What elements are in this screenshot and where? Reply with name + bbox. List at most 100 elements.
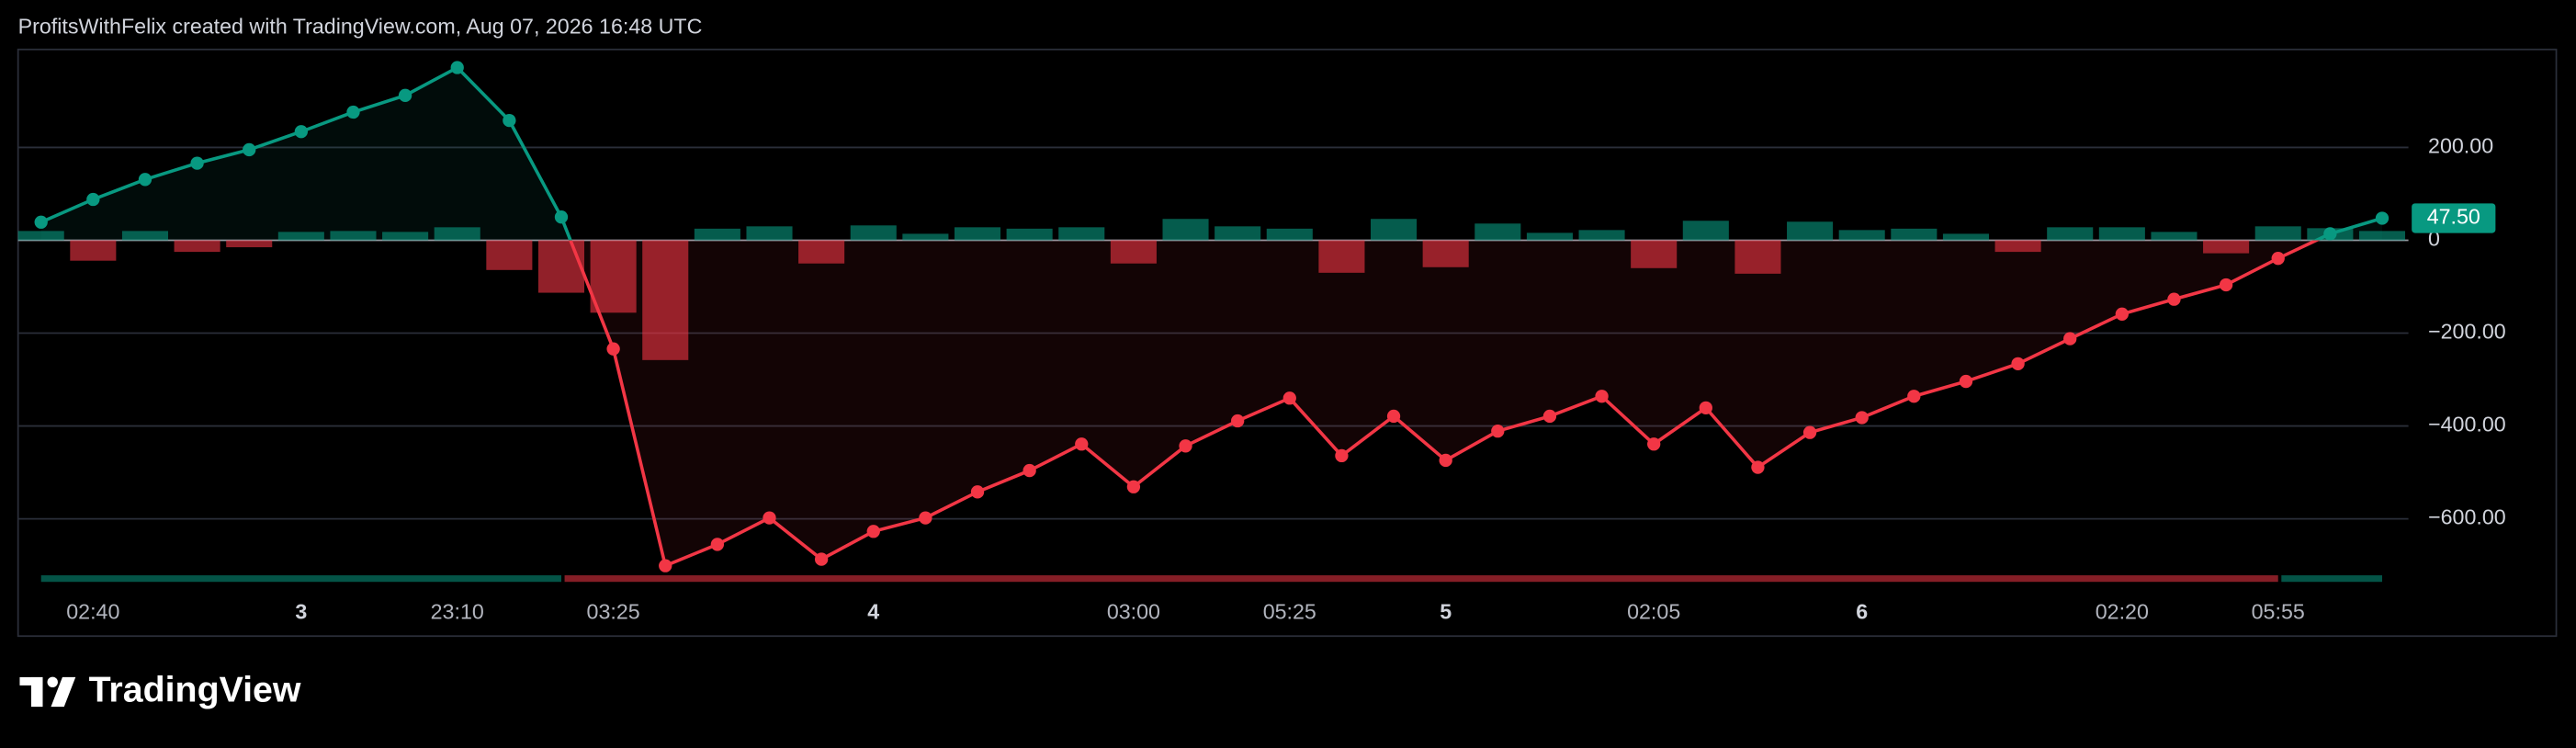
bar <box>2047 227 2094 241</box>
bar <box>746 226 793 241</box>
point <box>1699 401 1712 415</box>
point <box>1491 424 1505 438</box>
x-tick-label: 03:25 <box>587 599 640 623</box>
session-strip <box>2281 575 2382 583</box>
x-tick-label: 3 <box>295 599 307 623</box>
line-positive <box>40 65 2383 241</box>
point <box>1855 411 1869 425</box>
point <box>190 156 204 170</box>
area-positive <box>40 67 2382 241</box>
point <box>346 105 360 119</box>
bar <box>2098 227 2145 241</box>
x-tick-label: 4 <box>867 599 879 623</box>
last-value-box <box>2412 203 2496 233</box>
point <box>2271 252 2285 266</box>
bar <box>174 240 220 253</box>
point <box>2115 307 2129 321</box>
x-tick-label: 02:05 <box>1627 599 1680 623</box>
bar <box>1371 219 1418 241</box>
point <box>1751 460 1765 474</box>
bar <box>1058 227 1105 241</box>
bar <box>330 231 377 241</box>
line-negative <box>569 240 2321 569</box>
point <box>970 485 985 499</box>
point <box>1126 480 1141 493</box>
point <box>2323 227 2337 241</box>
area-negative <box>40 240 2382 566</box>
point <box>34 215 48 229</box>
point <box>1179 439 1192 453</box>
bar <box>121 231 168 241</box>
logo-icon <box>19 676 76 708</box>
x-tick-label: 02:20 <box>2096 599 2149 623</box>
bar <box>1110 240 1157 264</box>
point <box>294 125 309 139</box>
logo-text: TradingView <box>89 669 301 709</box>
bars <box>17 219 2406 583</box>
session-strip <box>40 575 561 583</box>
bar <box>1682 221 1729 241</box>
bar <box>226 240 273 248</box>
point <box>919 511 932 525</box>
point <box>398 88 412 102</box>
bar <box>694 228 740 241</box>
bar <box>1422 240 1469 267</box>
bar <box>2358 231 2406 241</box>
x-tick-label: 02:40 <box>66 599 119 623</box>
point <box>138 173 153 187</box>
bar <box>1474 223 1521 241</box>
point <box>2011 357 2025 371</box>
bar <box>590 240 637 313</box>
bar <box>954 227 1001 241</box>
x-tick-label: 6 <box>1856 599 1868 623</box>
point <box>2167 292 2181 306</box>
point <box>1386 409 1401 424</box>
y-tick-label: 200.00 <box>2428 134 2493 158</box>
bar <box>486 240 533 270</box>
point <box>1282 391 1296 405</box>
point <box>1022 463 1036 478</box>
bar <box>2203 240 2250 254</box>
point <box>1231 414 1245 428</box>
point <box>659 559 672 572</box>
bar <box>1526 232 1573 241</box>
bar <box>1578 230 1625 241</box>
y-tick-label: −600.00 <box>2428 505 2506 529</box>
x-tick-label: 03:00 <box>1107 599 1160 623</box>
bar <box>70 240 117 261</box>
point <box>1595 390 1609 403</box>
point <box>1542 409 1557 424</box>
bar <box>850 225 897 241</box>
y-tick-label: −400.00 <box>2428 413 2506 436</box>
bar <box>1318 240 1365 273</box>
bar <box>902 233 949 241</box>
header: ProfitsWithFelix created with TradingVie… <box>18 15 703 39</box>
point <box>450 61 464 74</box>
y-tick-label: −200.00 <box>2428 320 2506 344</box>
point <box>814 552 829 566</box>
point <box>763 511 776 525</box>
lines <box>34 61 2390 572</box>
bar <box>642 240 689 360</box>
bar <box>1838 230 1885 241</box>
bar <box>1162 219 1209 241</box>
bar <box>1734 240 1781 274</box>
bar <box>537 240 585 293</box>
point <box>1335 448 1349 463</box>
point <box>866 525 880 538</box>
point <box>554 210 569 224</box>
x-tick-label: 23:10 <box>431 599 484 623</box>
bar <box>2254 226 2301 241</box>
point <box>1959 374 1973 389</box>
x-tick-label: 5 <box>1440 599 1452 623</box>
bar <box>1215 226 1261 241</box>
x-tick-label: 05:55 <box>2252 599 2305 623</box>
bar <box>17 231 64 241</box>
point <box>1907 390 1921 403</box>
point <box>503 113 516 128</box>
bar <box>1631 240 1678 268</box>
point <box>1439 453 1452 468</box>
x-tick-label: 05:25 <box>1263 599 1316 623</box>
session-strip <box>564 575 2278 583</box>
